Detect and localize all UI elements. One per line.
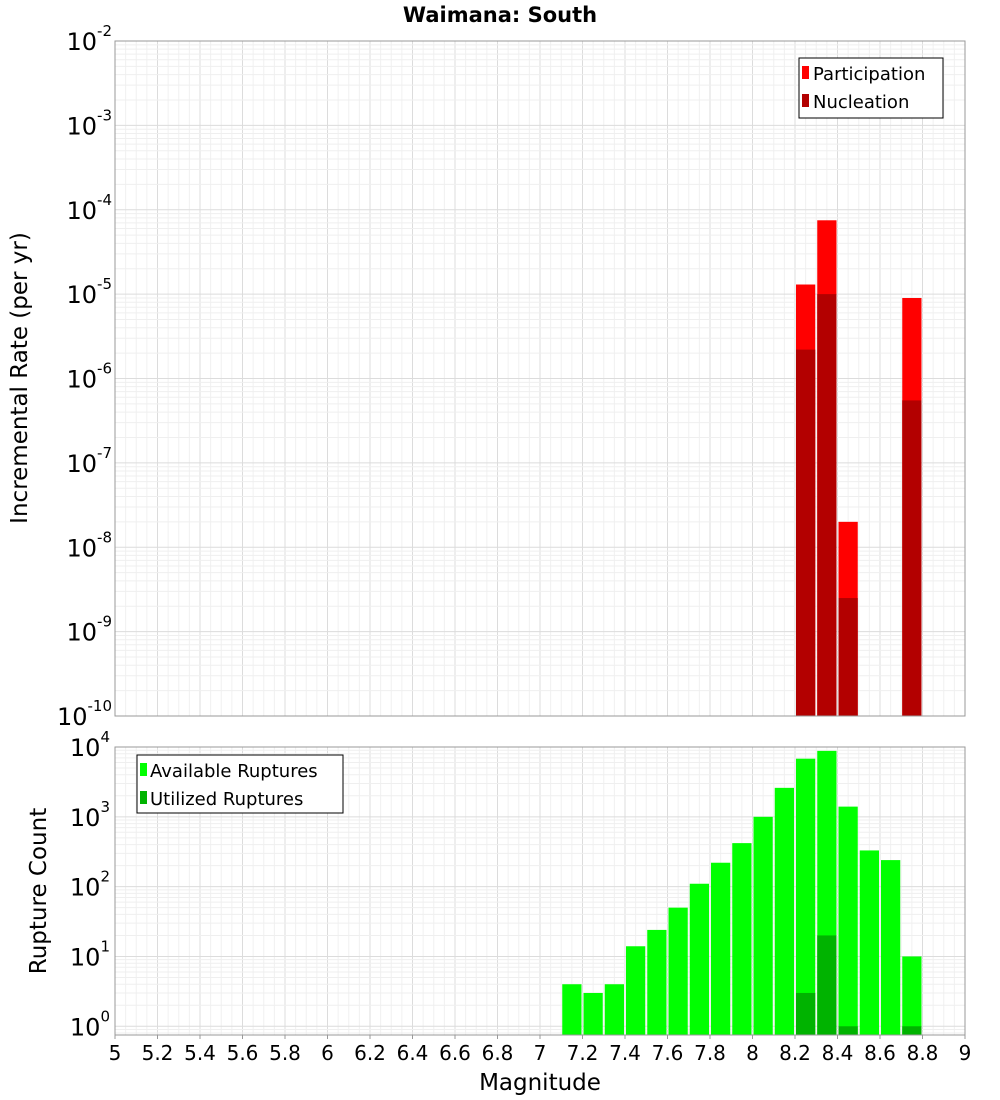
bar-available-ruptures — [753, 816, 773, 1035]
legend-label-participation: Participation — [813, 64, 925, 85]
bar-available-ruptures — [902, 956, 922, 1035]
bar-available-ruptures — [838, 806, 858, 1035]
y-tick-label: 10-10 — [57, 697, 112, 731]
x-tick-label: 6.8 — [482, 1041, 514, 1065]
bar-available-ruptures — [604, 984, 624, 1035]
y-tick-label: 104 — [70, 728, 110, 762]
top-bars — [796, 220, 922, 717]
bar-available-ruptures — [796, 758, 816, 1035]
legend-swatch-nucleation — [802, 94, 809, 107]
legend-label-utilized: Utilized Ruptures — [150, 789, 303, 810]
top-legend: Participation Nucleation — [798, 57, 944, 119]
bar-utilized-ruptures — [817, 935, 837, 1035]
bar-available-ruptures — [732, 843, 752, 1035]
x-tick-label: 5.6 — [227, 1041, 259, 1065]
top-plot-border — [114, 40, 966, 717]
top-panel: 10-2 10-3 10-4 10-5 10-6 10-7 10-8 10-9 10-10 In… — [7, 22, 966, 731]
x-axis-label: Magnitude — [479, 1070, 601, 1096]
top-legend-box — [798, 57, 944, 119]
bar-nucleation — [796, 349, 816, 716]
x-tick-label: 8.6 — [864, 1041, 896, 1065]
bar-available-ruptures — [774, 787, 794, 1035]
top-y-axis-label: Incremental Rate (per yr) — [7, 232, 33, 524]
legend-label-nucleation: Nucleation — [813, 92, 909, 113]
y-tick-label: 101 — [70, 937, 110, 971]
bar-available-ruptures — [626, 946, 646, 1035]
y-tick-label: 10-9 — [66, 613, 112, 647]
bottom-y-tick-labels: 104 103 102 101 100 — [70, 728, 110, 1041]
y-tick-label: 10-6 — [66, 360, 112, 394]
bar-available-ruptures — [647, 929, 667, 1035]
bar-available-ruptures — [562, 984, 582, 1035]
x-tick-label: 5.4 — [184, 1041, 216, 1065]
bar-available-ruptures — [583, 992, 603, 1035]
y-tick-label: 10-5 — [66, 275, 112, 309]
x-tick-label: 8.2 — [779, 1041, 811, 1065]
bar-nucleation — [817, 294, 837, 716]
bar-available-ruptures — [689, 883, 709, 1035]
y-tick-label: 103 — [70, 798, 110, 832]
x-tick-label: 5 — [109, 1041, 122, 1065]
legend-swatch-participation — [802, 66, 809, 79]
y-tick-label: 100 — [70, 1007, 110, 1041]
bar-available-ruptures — [711, 862, 731, 1035]
x-tick-label: 7.4 — [609, 1041, 641, 1065]
x-tick-label: 5.2 — [142, 1041, 174, 1065]
top-grid — [114, 40, 966, 717]
x-tick-label: 8.4 — [822, 1041, 854, 1065]
bar-utilized-ruptures — [796, 992, 816, 1035]
bar-utilized-ruptures — [902, 1026, 922, 1035]
x-tick-labels: 5 5.2 5.4 5.6 5.8 6 6.2 6.4 6.6 6.8 7 7.2 7.4 7.6 7.8 8… — [109, 1035, 972, 1065]
bar-available-ruptures — [859, 850, 879, 1035]
bar-nucleation — [902, 400, 922, 716]
legend-swatch-available — [140, 763, 147, 776]
x-tick-label: 9 — [959, 1041, 972, 1065]
bottom-panel: 104 103 102 101 100 5 5.2 5.4 5.6 5.8 6 6.2 6.4 6.6 6… — [26, 728, 971, 1096]
x-tick-label: 6.4 — [397, 1041, 429, 1065]
bar-available-ruptures — [881, 860, 901, 1035]
y-tick-label: 10-7 — [66, 444, 112, 478]
bar-nucleation — [838, 598, 858, 716]
x-tick-label: 6.6 — [439, 1041, 471, 1065]
bottom-legend-box — [136, 754, 344, 814]
y-tick-label: 10-4 — [66, 191, 112, 225]
x-tick-label: 6.2 — [354, 1041, 386, 1065]
chart-title: Waimana: South — [403, 3, 597, 27]
x-tick-label: 8 — [746, 1041, 759, 1065]
legend-swatch-utilized — [140, 791, 147, 804]
top-y-tick-labels: 10-2 10-3 10-4 10-5 10-6 10-7 10-8 10-9 10-10 — [57, 22, 112, 731]
x-tick-label: 6 — [321, 1041, 334, 1065]
x-tick-label: 5.8 — [269, 1041, 301, 1065]
x-tick-label: 7 — [534, 1041, 547, 1065]
x-tick-label: 8.8 — [907, 1041, 939, 1065]
x-tick-label: 7.6 — [652, 1041, 684, 1065]
x-tick-label: 7.8 — [694, 1041, 726, 1065]
y-tick-label: 10-3 — [66, 106, 112, 140]
legend-label-available: Available Ruptures — [150, 761, 318, 782]
x-tick-label: 7.2 — [567, 1041, 599, 1065]
bottom-bars — [562, 750, 922, 1035]
y-tick-label: 102 — [70, 868, 110, 902]
y-tick-label: 10-2 — [66, 22, 112, 56]
bottom-legend: Available Ruptures Utilized Ruptures — [136, 754, 344, 814]
bar-available-ruptures — [668, 907, 688, 1035]
y-tick-label: 10-8 — [66, 528, 112, 562]
bottom-y-axis-label: Rupture Count — [26, 808, 52, 974]
bar-utilized-ruptures — [838, 1026, 858, 1035]
